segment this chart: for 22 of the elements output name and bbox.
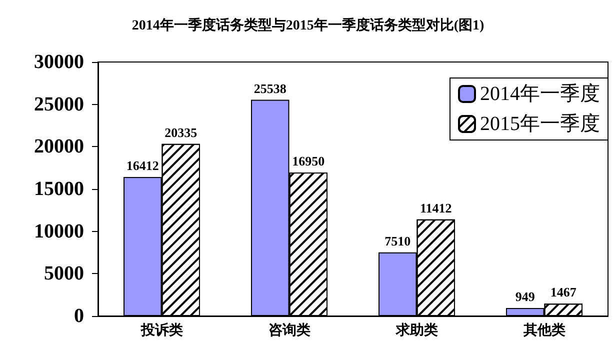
y-tick-label: 30000 — [34, 51, 84, 73]
data-label: 25538 — [254, 80, 287, 96]
data-label: 20335 — [164, 124, 198, 140]
data-label: 949 — [515, 288, 536, 304]
x-tick-label: 咨询类 — [268, 322, 310, 338]
y-tick-label: 25000 — [34, 93, 84, 116]
chart-title: 2014年一季度话务类型与2015年一季度话务类型对比(图1) — [132, 16, 484, 34]
y-tick-label: 20000 — [34, 136, 84, 158]
y-tick-label: 10000 — [34, 220, 84, 242]
y-tick-label: 5000 — [44, 262, 84, 285]
data-label: 7510 — [384, 233, 411, 248]
data-label: 16412 — [126, 158, 159, 174]
data-label: 16950 — [292, 153, 325, 168]
x-tick-label: 求助类 — [394, 322, 438, 338]
legend-label: 2014年一季度 — [480, 83, 600, 105]
x-tick-label: 投诉类 — [140, 322, 183, 338]
x-tick-label: 其他类 — [522, 322, 566, 338]
legend-label: 2015年一季度 — [480, 113, 600, 135]
data-label: 1467 — [550, 284, 577, 300]
y-tick-label: 15000 — [34, 178, 84, 200]
data-label: 11412 — [420, 200, 452, 216]
y-tick-label: 0 — [74, 305, 84, 327]
